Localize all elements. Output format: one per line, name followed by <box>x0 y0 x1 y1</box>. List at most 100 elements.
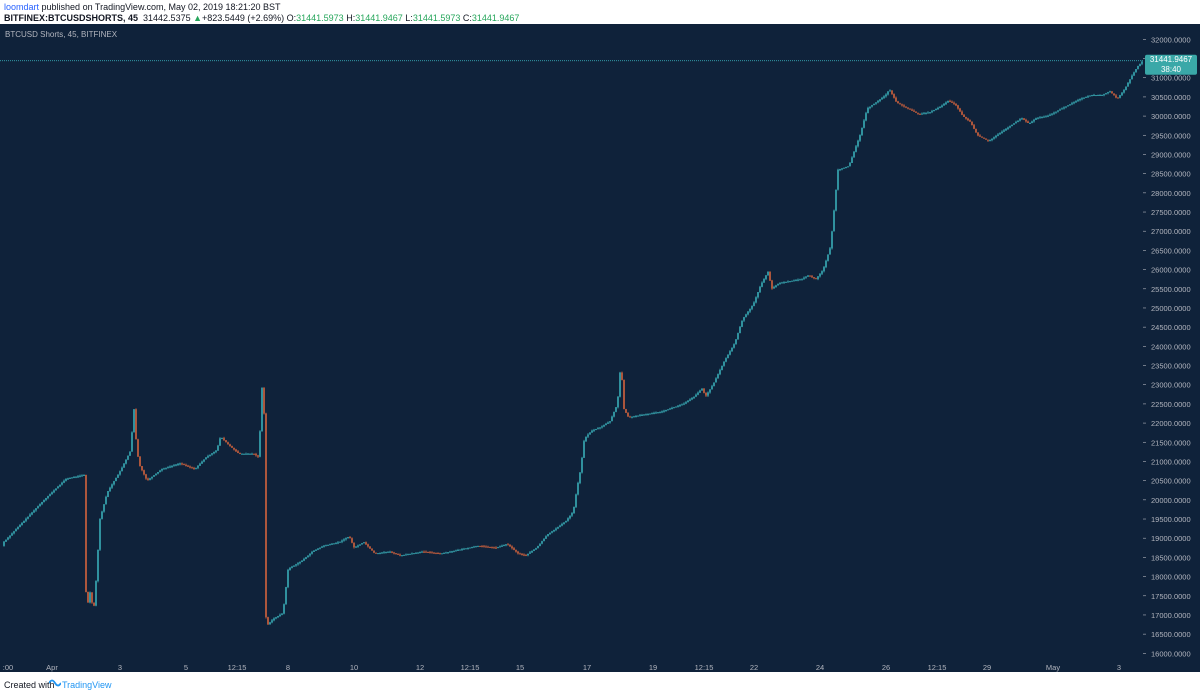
price-tick-label: 32000.0000 <box>1151 35 1191 44</box>
price-tick-label: 25000.0000 <box>1151 304 1191 313</box>
candle-body <box>71 477 73 479</box>
candle-body <box>653 412 655 414</box>
candle-body <box>535 548 537 550</box>
candle-body <box>483 546 485 548</box>
candle-body <box>361 543 363 545</box>
candle-body <box>351 538 353 543</box>
tradingview-brand[interactable]: TradingView <box>62 680 112 690</box>
price-tick-label: 19500.0000 <box>1151 515 1191 524</box>
candle-body <box>17 527 19 530</box>
candle-body <box>1069 104 1071 106</box>
tradingview-logo-icon[interactable] <box>49 678 61 688</box>
candle-body <box>303 558 305 561</box>
candle-body <box>849 162 851 167</box>
candle-body <box>247 453 249 455</box>
candle-body <box>1053 112 1055 114</box>
price-tick-label: 31000.0000 <box>1151 74 1191 83</box>
candle-body <box>77 476 79 478</box>
candle-body <box>611 416 613 422</box>
candle-body <box>845 167 847 168</box>
change-arrow-icon: ▲ <box>193 13 203 23</box>
candle-body <box>1057 110 1059 112</box>
candle-body <box>333 543 335 545</box>
author-link[interactable]: loomdart <box>4 2 40 12</box>
candle-body <box>137 439 139 457</box>
candle-body <box>829 248 831 255</box>
candle-body <box>1027 121 1029 123</box>
candle-body <box>257 455 259 457</box>
candle-body <box>377 553 379 555</box>
candle-body <box>979 135 981 137</box>
candle-body <box>689 399 691 401</box>
candle-body <box>891 90 893 95</box>
candle-body <box>487 546 489 548</box>
price-tick-label: 19000.0000 <box>1151 534 1191 543</box>
time-axis[interactable] <box>0 661 1143 672</box>
candle-body <box>119 471 121 475</box>
candle-body <box>21 522 23 525</box>
candle-body <box>223 438 225 441</box>
close-value: 31441.9467 <box>471 13 520 23</box>
candle-body <box>989 140 991 142</box>
candle-body <box>121 467 123 472</box>
price-axis[interactable] <box>1143 24 1200 672</box>
candle-body <box>471 547 473 549</box>
candle-body <box>1055 111 1057 113</box>
candle-body <box>9 535 11 538</box>
candle-body <box>867 107 869 114</box>
candle-body <box>103 504 105 512</box>
candle-body <box>607 422 609 424</box>
candle-body <box>919 113 921 115</box>
candle-body <box>1133 72 1135 76</box>
candle-body <box>381 552 383 554</box>
candle-body <box>929 112 931 114</box>
candle-body <box>461 549 463 551</box>
candle-body <box>819 273 821 277</box>
candle-body <box>907 107 909 109</box>
candle-body <box>495 547 497 549</box>
candle-body <box>437 553 439 555</box>
candle-body <box>629 416 631 418</box>
candle-body <box>995 135 997 138</box>
low-label: L: <box>405 13 413 23</box>
price-tick-label: 23000.0000 <box>1151 381 1191 390</box>
candle-body <box>443 552 445 554</box>
candle-body <box>113 481 115 485</box>
candle-body <box>277 616 279 618</box>
candle-body <box>105 496 107 505</box>
candle-body <box>523 554 525 556</box>
candle-body <box>59 484 61 487</box>
candle-body <box>1139 63 1141 66</box>
candle-body <box>873 103 875 106</box>
candle-body <box>651 413 653 415</box>
candle-body <box>545 536 547 539</box>
candle-body <box>743 317 745 321</box>
price-change: +823.5449 (+2.69%) <box>202 13 285 23</box>
candle-body <box>195 467 197 469</box>
candle-body <box>127 455 129 460</box>
candle-body <box>955 103 957 106</box>
candle-body <box>405 554 407 556</box>
candle-body <box>125 459 127 464</box>
candle-body <box>631 416 633 418</box>
candle-body <box>945 102 947 104</box>
candle-body <box>741 320 743 327</box>
price-tick-label: 17000.0000 <box>1151 611 1191 620</box>
candle-body <box>921 113 923 115</box>
candle-body <box>709 389 711 393</box>
candle-body <box>599 427 601 429</box>
candle-body <box>609 421 611 423</box>
candle-body <box>1037 117 1039 119</box>
plot-background[interactable] <box>0 24 1143 661</box>
candle-body <box>323 545 325 547</box>
price-chart[interactable]: BTCUSD Shorts, 45, BITFINEX 32000.000031… <box>0 24 1200 672</box>
time-axis-ticks: :00 Apr 3 5 12:15 8 10 12 12:15 15 17 19 12:15 22 24 26… <box>3 663 1121 672</box>
candle-body <box>245 453 247 455</box>
candle-body <box>335 542 337 544</box>
time-tick-label: 29 <box>983 663 991 672</box>
candle-body <box>851 157 853 163</box>
candle-body <box>1127 82 1129 87</box>
candle-body <box>1007 127 1009 129</box>
candle-body <box>885 94 887 97</box>
candle-body <box>587 434 589 437</box>
